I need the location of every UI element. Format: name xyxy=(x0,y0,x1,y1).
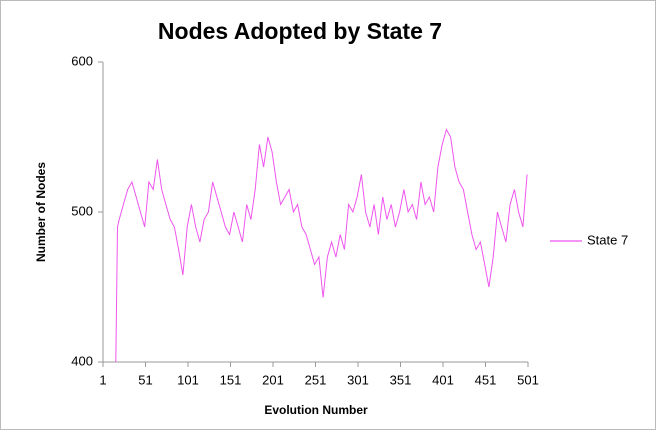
x-tick-label: 301 xyxy=(347,372,369,387)
x-tick-label: 401 xyxy=(432,372,454,387)
y-axis-label: Number of Nodes xyxy=(34,162,48,262)
x-axis-label: Evolution Number xyxy=(264,403,368,417)
y-tick-label: 500 xyxy=(71,203,93,218)
y-tick-label: 400 xyxy=(71,353,93,368)
x-tick-label: 251 xyxy=(305,372,327,387)
x-tick-label: 201 xyxy=(262,372,284,387)
x-tick-label: 501 xyxy=(517,372,539,387)
x-tick-label: 451 xyxy=(475,372,497,387)
x-tick-label: 151 xyxy=(220,372,242,387)
legend-label: State 7 xyxy=(587,232,628,247)
x-tick-label: 51 xyxy=(138,372,152,387)
x-tick-label: 101 xyxy=(177,372,199,387)
x-tick-label: 1 xyxy=(99,372,106,387)
chart-title: Nodes Adopted by State 7 xyxy=(158,18,442,44)
series-line xyxy=(115,128,528,363)
x-tick-label: 351 xyxy=(390,372,412,387)
y-tick-label: 600 xyxy=(71,53,93,68)
